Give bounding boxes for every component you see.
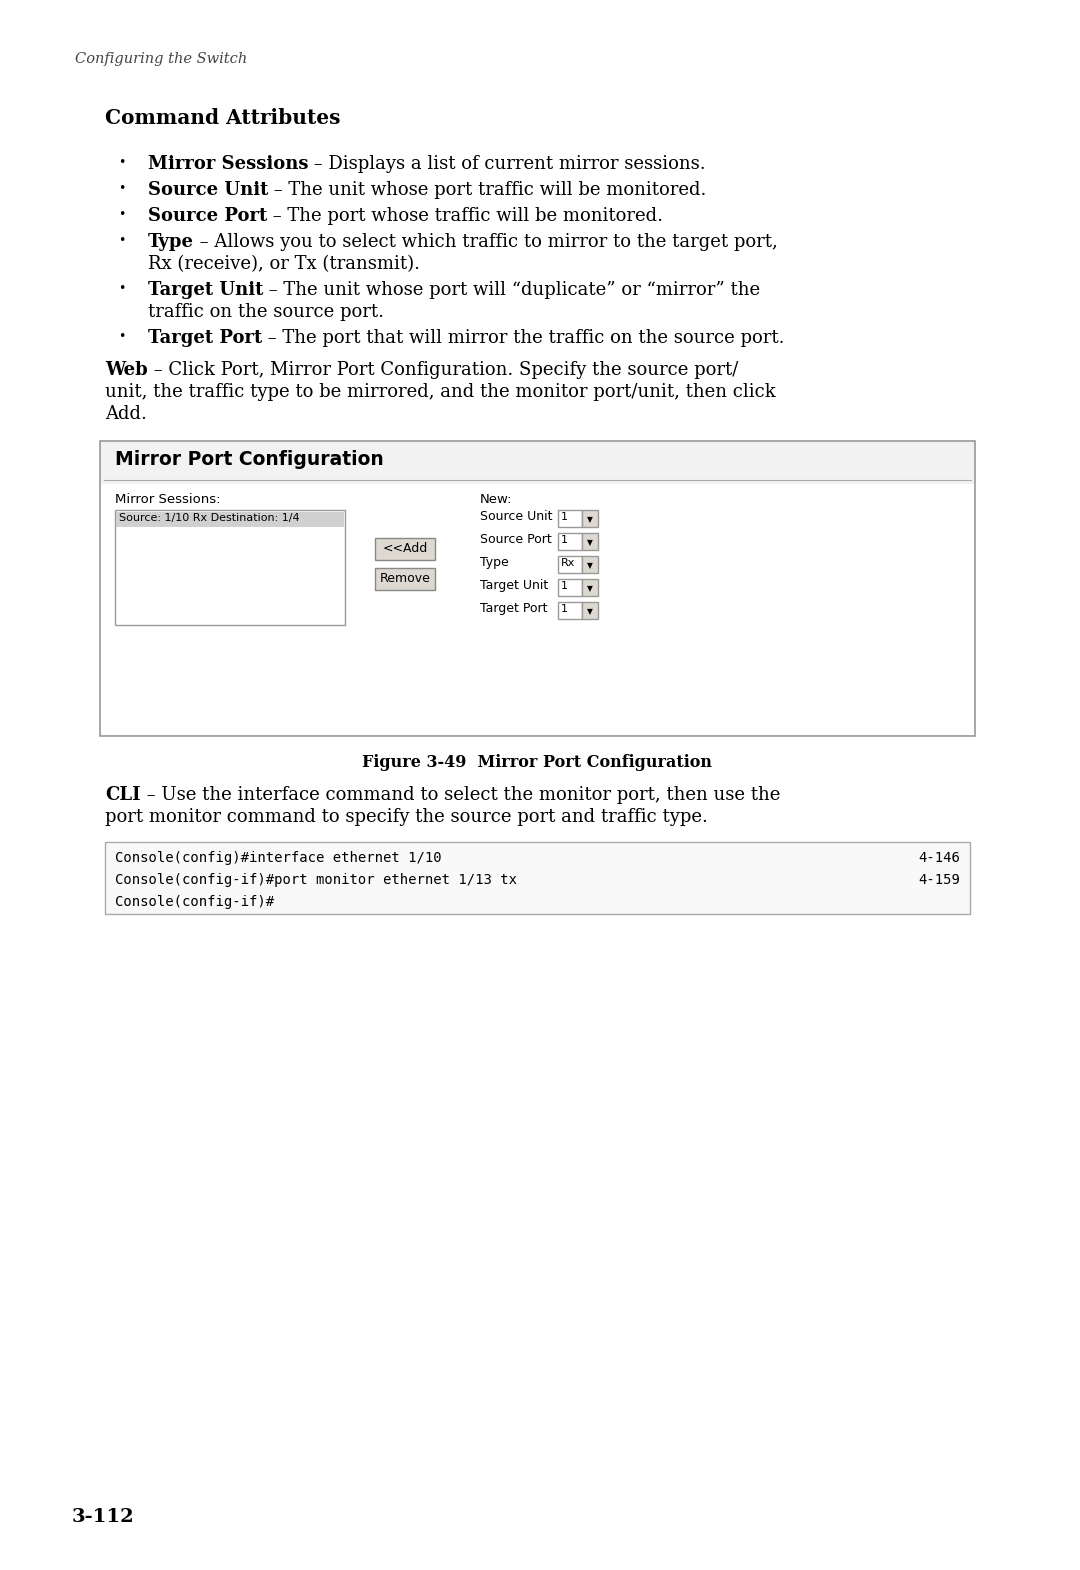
Text: Console(config)#interface ethernet 1/10: Console(config)#interface ethernet 1/10 — [114, 851, 442, 865]
Bar — [105, 842, 970, 914]
Text: Source Port: Source Port — [480, 532, 552, 546]
Bar — [582, 556, 598, 573]
Text: – The port that will mirror the traffic on the source port.: – The port that will mirror the traffic … — [262, 330, 785, 347]
Text: Mirror Sessions: Mirror Sessions — [148, 155, 309, 173]
Text: Source Unit: Source Unit — [148, 181, 268, 199]
Text: – Allows you to select which traffic to mirror to the target port,: – Allows you to select which traffic to … — [194, 232, 778, 251]
Text: Target Unit: Target Unit — [480, 579, 549, 592]
Text: Type: Type — [148, 232, 194, 251]
Text: Rx: Rx — [561, 557, 576, 568]
Bar — [375, 568, 435, 590]
Text: – Use the interface command to select the monitor port, then use the: – Use the interface command to select th… — [140, 787, 780, 804]
Bar — [558, 532, 582, 550]
Text: port monitor command to specify the source port and traffic type.: port monitor command to specify the sour… — [105, 809, 707, 826]
Text: Configuring the Switch: Configuring the Switch — [75, 52, 247, 66]
Bar — [114, 510, 345, 625]
Text: Console(config-if)#: Console(config-if)# — [114, 895, 274, 909]
Text: ▼: ▼ — [588, 539, 593, 546]
Text: 1: 1 — [561, 581, 568, 590]
Text: 3-112: 3-112 — [72, 1509, 135, 1526]
Text: Source Unit: Source Unit — [480, 510, 553, 523]
Text: 1: 1 — [561, 604, 568, 614]
Text: Mirror Port Configuration: Mirror Port Configuration — [114, 451, 383, 469]
Text: – Click Port, Mirror Port Configuration. Specify the source port/: – Click Port, Mirror Port Configuration.… — [148, 361, 738, 378]
Text: ▼: ▼ — [588, 560, 593, 570]
Text: unit, the traffic type to be mirrored, and the monitor port/unit, then click: unit, the traffic type to be mirrored, a… — [105, 383, 775, 400]
Text: 4-159: 4-159 — [918, 873, 960, 887]
Text: 4-146: 4-146 — [918, 851, 960, 865]
Text: CLI: CLI — [105, 787, 140, 804]
Text: •: • — [118, 283, 125, 295]
Text: Web: Web — [105, 361, 148, 378]
Text: Command Attributes: Command Attributes — [105, 108, 340, 129]
Text: Type: Type — [480, 556, 509, 568]
Text: •: • — [118, 155, 125, 170]
Text: Remove: Remove — [379, 573, 431, 586]
Text: Figure 3-49  Mirror Port Configuration: Figure 3-49 Mirror Port Configuration — [363, 754, 713, 771]
Bar — [582, 532, 598, 550]
Text: ▼: ▼ — [588, 584, 593, 593]
Bar — [116, 512, 345, 528]
Text: ▼: ▼ — [588, 608, 593, 615]
Bar — [582, 579, 598, 597]
Text: Rx (receive), or Tx (transmit).: Rx (receive), or Tx (transmit). — [148, 254, 420, 273]
Text: – The unit whose port will “duplicate” or “mirror” the: – The unit whose port will “duplicate” o… — [264, 281, 760, 298]
Text: •: • — [118, 234, 125, 246]
Text: – The unit whose port traffic will be monitored.: – The unit whose port traffic will be mo… — [268, 181, 706, 199]
Bar — [375, 539, 435, 560]
Text: •: • — [118, 207, 125, 221]
Bar — [102, 484, 974, 735]
Text: <<Add: <<Add — [382, 543, 428, 556]
Text: ▼: ▼ — [588, 515, 593, 524]
Bar — [558, 601, 582, 619]
Text: – The port whose traffic will be monitored.: – The port whose traffic will be monitor… — [267, 207, 663, 225]
Bar — [100, 441, 975, 736]
Text: •: • — [118, 330, 125, 342]
Text: Source: 1/10 Rx Destination: 1/4: Source: 1/10 Rx Destination: 1/4 — [119, 513, 299, 523]
Text: Target Port: Target Port — [480, 601, 548, 615]
Text: Target Port: Target Port — [148, 330, 262, 347]
Text: – Displays a list of current mirror sessions.: – Displays a list of current mirror sess… — [309, 155, 706, 173]
Bar — [582, 601, 598, 619]
Bar — [558, 556, 582, 573]
Text: Target Unit: Target Unit — [148, 281, 264, 298]
Text: Add.: Add. — [105, 405, 147, 422]
Bar — [558, 510, 582, 528]
Text: Mirror Sessions:: Mirror Sessions: — [114, 493, 220, 506]
Text: •: • — [118, 182, 125, 195]
Text: 1: 1 — [561, 512, 568, 521]
Text: Source Port: Source Port — [148, 207, 267, 225]
Text: 1: 1 — [561, 535, 568, 545]
Text: New:: New: — [480, 493, 513, 506]
Text: Console(config-if)#port monitor ethernet 1/13 tx: Console(config-if)#port monitor ethernet… — [114, 873, 517, 887]
Bar — [558, 579, 582, 597]
Text: traffic on the source port.: traffic on the source port. — [148, 303, 384, 320]
Bar — [582, 510, 598, 528]
